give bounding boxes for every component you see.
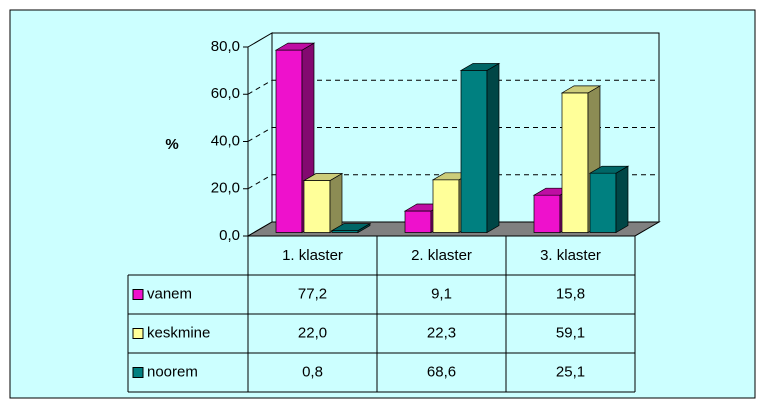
y-tick-label: 80,0 <box>211 38 240 55</box>
bar-front <box>533 194 561 233</box>
legend-label: noorem <box>147 363 198 380</box>
data-label: 25,1 <box>556 363 585 380</box>
data-label: 59,1 <box>556 324 585 341</box>
bar-front <box>589 172 617 233</box>
bar <box>302 172 344 234</box>
data-label: 22,3 <box>427 324 456 341</box>
bar-side <box>329 172 343 234</box>
bar-top <box>302 173 344 181</box>
bar-side <box>486 62 500 234</box>
bar-top <box>274 42 316 51</box>
bar-top <box>459 63 501 71</box>
bar-front <box>561 92 589 233</box>
chart-area <box>9 9 756 399</box>
legend-swatch <box>132 367 144 378</box>
y-tick-label: 40,0 <box>211 132 240 149</box>
bar-front <box>303 180 331 233</box>
bar-front <box>432 179 460 233</box>
x-tick-label: 3. klaster <box>540 247 601 264</box>
bar-front <box>404 210 432 233</box>
x-tick-label: 2. klaster <box>411 247 472 264</box>
y-axis-label: % <box>165 136 178 153</box>
data-label: 9,1 <box>431 285 452 302</box>
x-tick-label: 1. klaster <box>282 247 343 264</box>
grid-line <box>247 174 273 190</box>
bar-front <box>460 70 488 233</box>
bar-top <box>560 85 602 94</box>
data-label: 0,8 <box>302 363 323 380</box>
bar-side <box>615 165 629 234</box>
data-label: 68,6 <box>427 363 456 380</box>
legend-swatch <box>132 289 144 300</box>
data-label: 15,8 <box>556 285 585 302</box>
y-tick-label: 20,0 <box>211 180 240 197</box>
data-label: 77,2 <box>298 285 327 302</box>
legend-swatch <box>132 328 144 339</box>
grid-line <box>247 127 273 142</box>
y-tick-label: 60,0 <box>211 85 240 102</box>
bar <box>588 165 630 234</box>
bar-top <box>330 223 372 231</box>
grid-line <box>247 79 273 95</box>
legend-label: keskmine <box>147 324 210 341</box>
bar-top <box>588 165 630 174</box>
legend-label: vanem <box>147 285 192 302</box>
y-tick-label: 0,0 <box>219 227 240 244</box>
bar-front <box>275 49 303 233</box>
bar <box>330 223 372 234</box>
data-label: 22,0 <box>298 324 327 341</box>
bar <box>459 62 501 234</box>
